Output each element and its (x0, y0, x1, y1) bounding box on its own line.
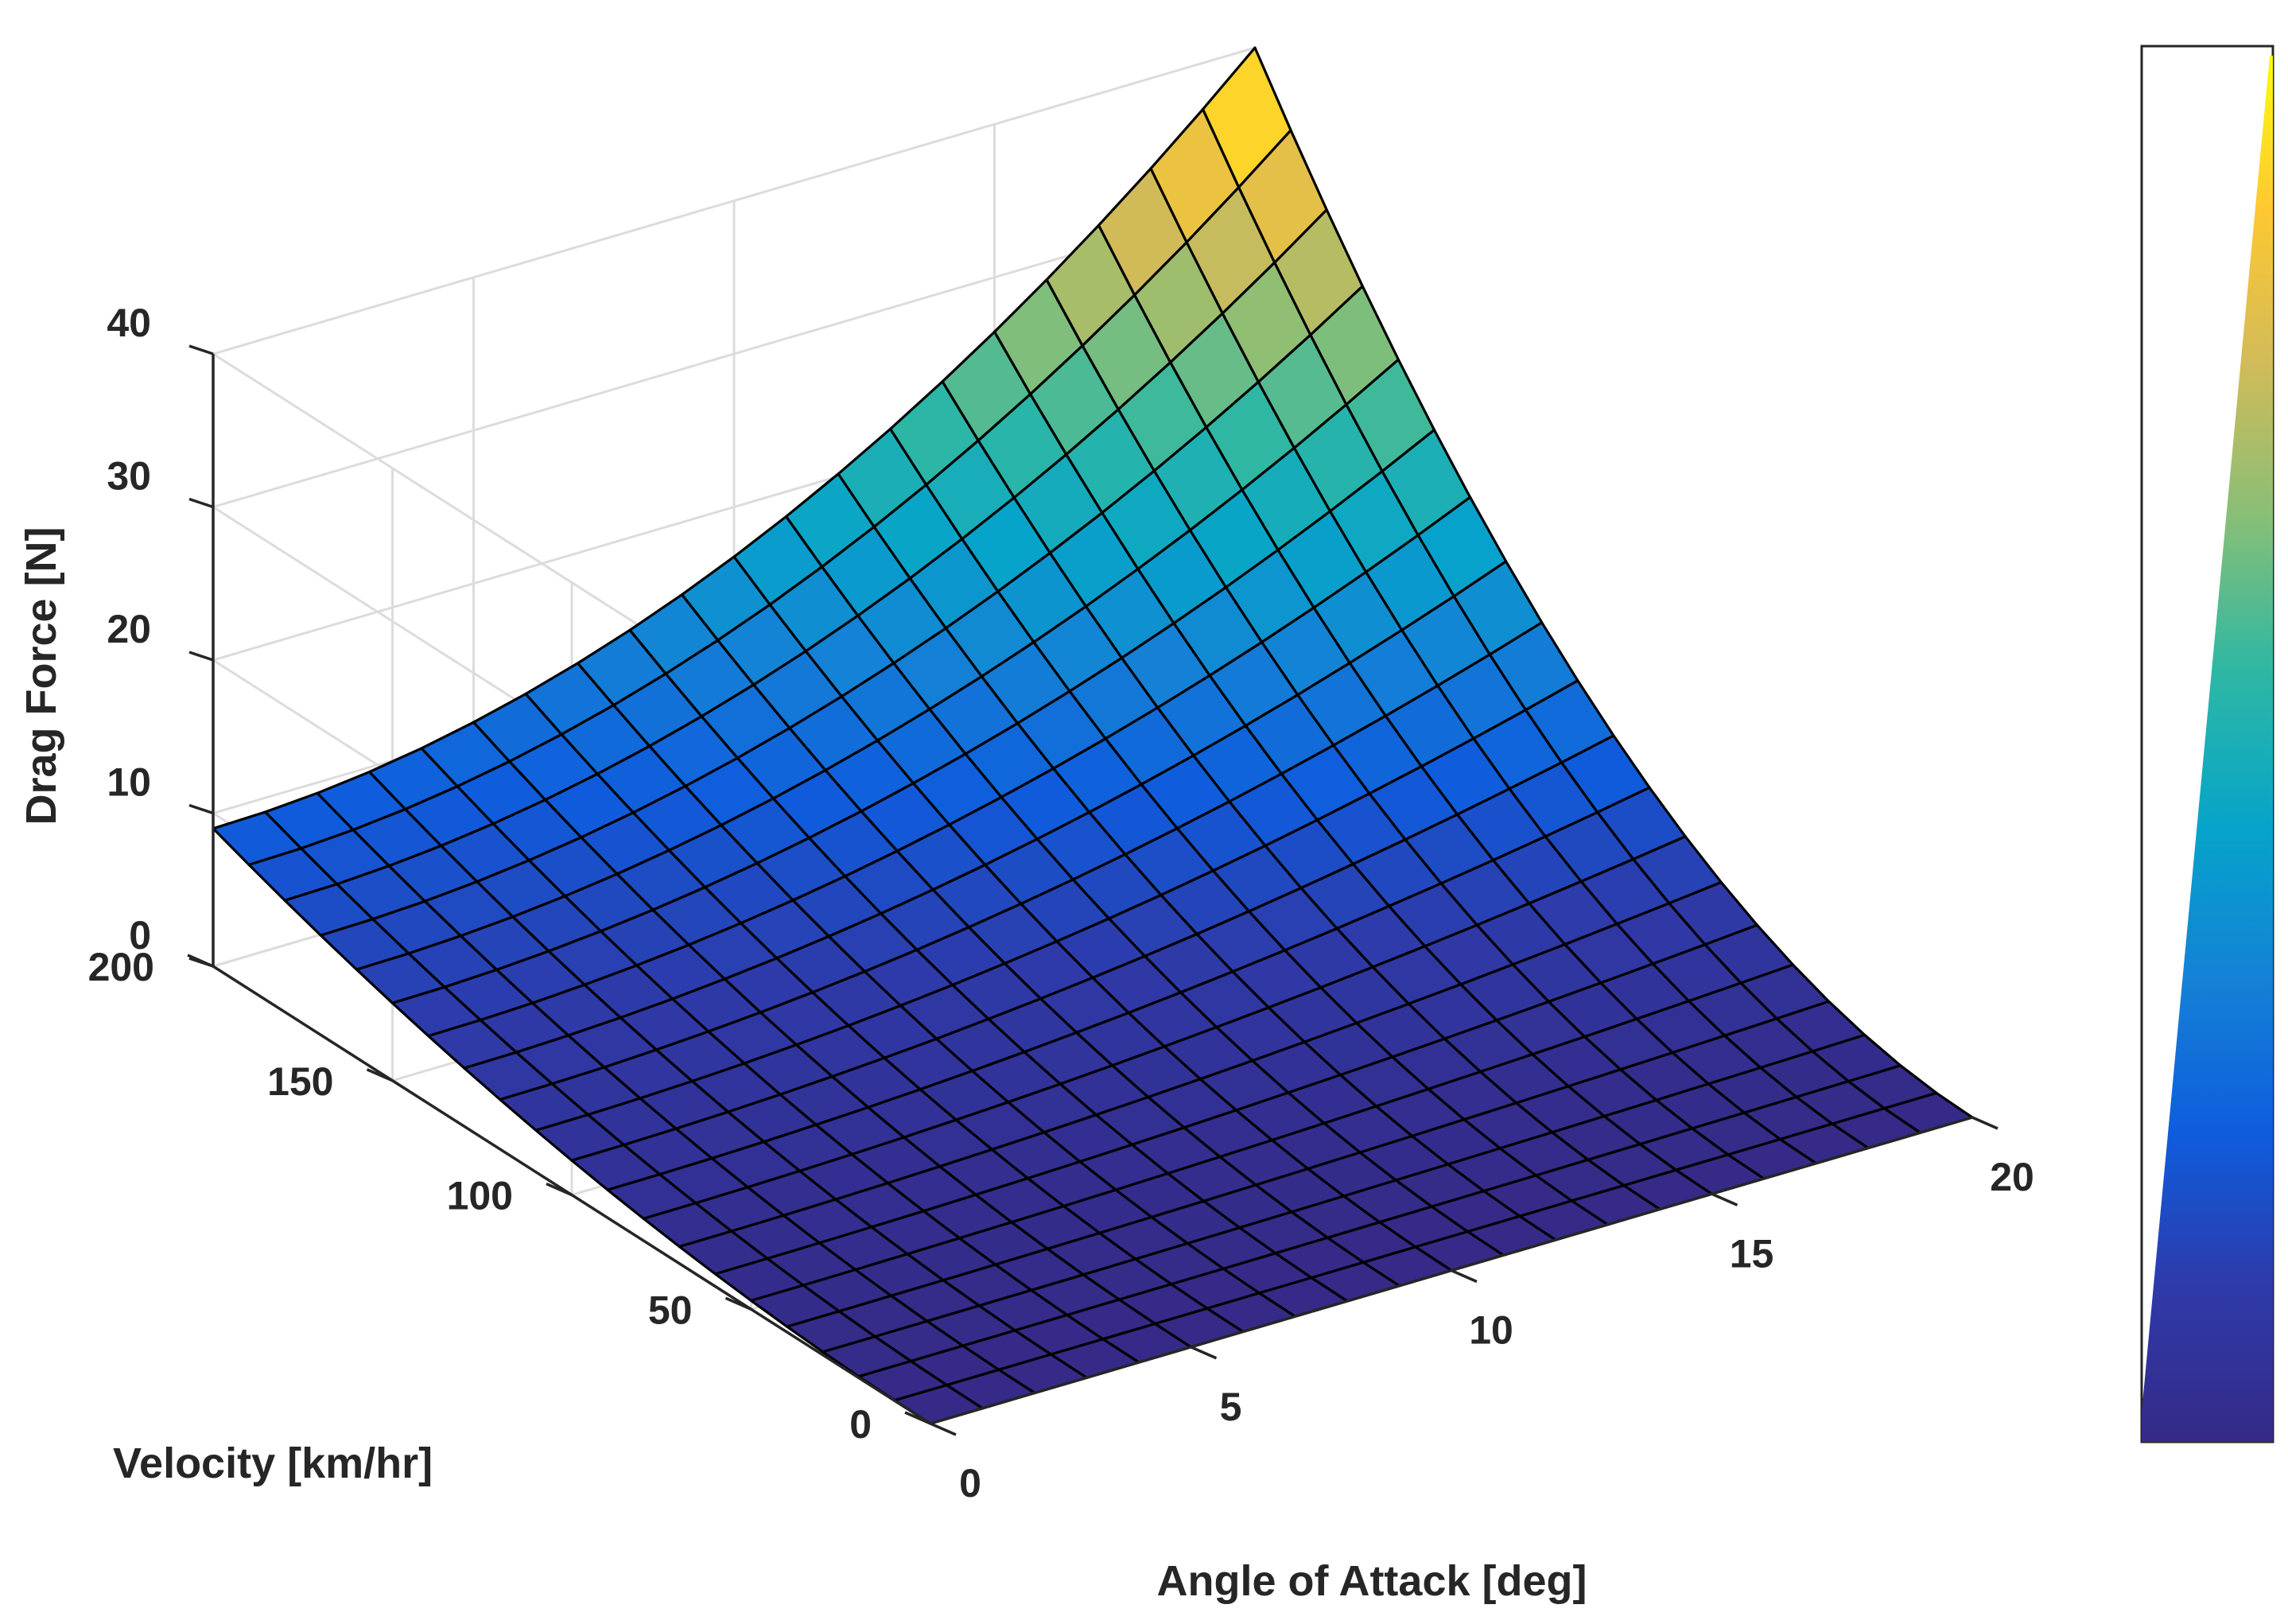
y-tick (904, 1411, 931, 1425)
y-tick-label: 200 (88, 945, 154, 989)
x-tick-label: 10 (1469, 1308, 1513, 1353)
x-tick-label: 5 (1220, 1385, 1242, 1429)
x-tick (930, 1422, 957, 1436)
z-tick (188, 497, 214, 509)
x-tick-label: 0 (959, 1461, 981, 1506)
z-tick (188, 651, 214, 662)
x-axis-label: Angle of Attack [deg] (1156, 1557, 1587, 1605)
x-tick (1190, 1346, 1218, 1360)
z-tick-label: 30 (107, 454, 151, 499)
z-tick-label: 40 (107, 301, 151, 345)
z-tick (188, 344, 214, 355)
x-tick-label: 20 (1990, 1155, 2034, 1199)
y-tick (546, 1182, 573, 1197)
colorbar-gradient (2142, 56, 2273, 1442)
z-tick-label: 20 (107, 607, 151, 651)
x-tick (1971, 1116, 1999, 1130)
z-tick (188, 803, 214, 815)
z-tick-label: 10 (107, 760, 151, 805)
y-tick (187, 954, 214, 968)
y-tick (366, 1068, 394, 1082)
y-tick (724, 1296, 752, 1311)
y-tick-label: 50 (648, 1288, 693, 1332)
z-axis-label: Drag Force [N] (17, 526, 65, 825)
axes-labels: Angle of Attack [deg] Velocity [km/hr] D… (17, 526, 1587, 1605)
x-tick (1711, 1192, 1738, 1206)
surface-mesh (212, 46, 1974, 1425)
z-tick-label: 0 (129, 913, 151, 958)
colorbar (2140, 45, 2274, 1443)
x-tick (1451, 1269, 1478, 1284)
y-tick-label: 150 (267, 1059, 333, 1104)
y-tick-label: 0 (849, 1402, 872, 1447)
y-tick-label: 100 (447, 1174, 513, 1218)
y-axis-label: Velocity [km/hr] (113, 1439, 433, 1487)
x-tick-label: 15 (1730, 1231, 1774, 1276)
